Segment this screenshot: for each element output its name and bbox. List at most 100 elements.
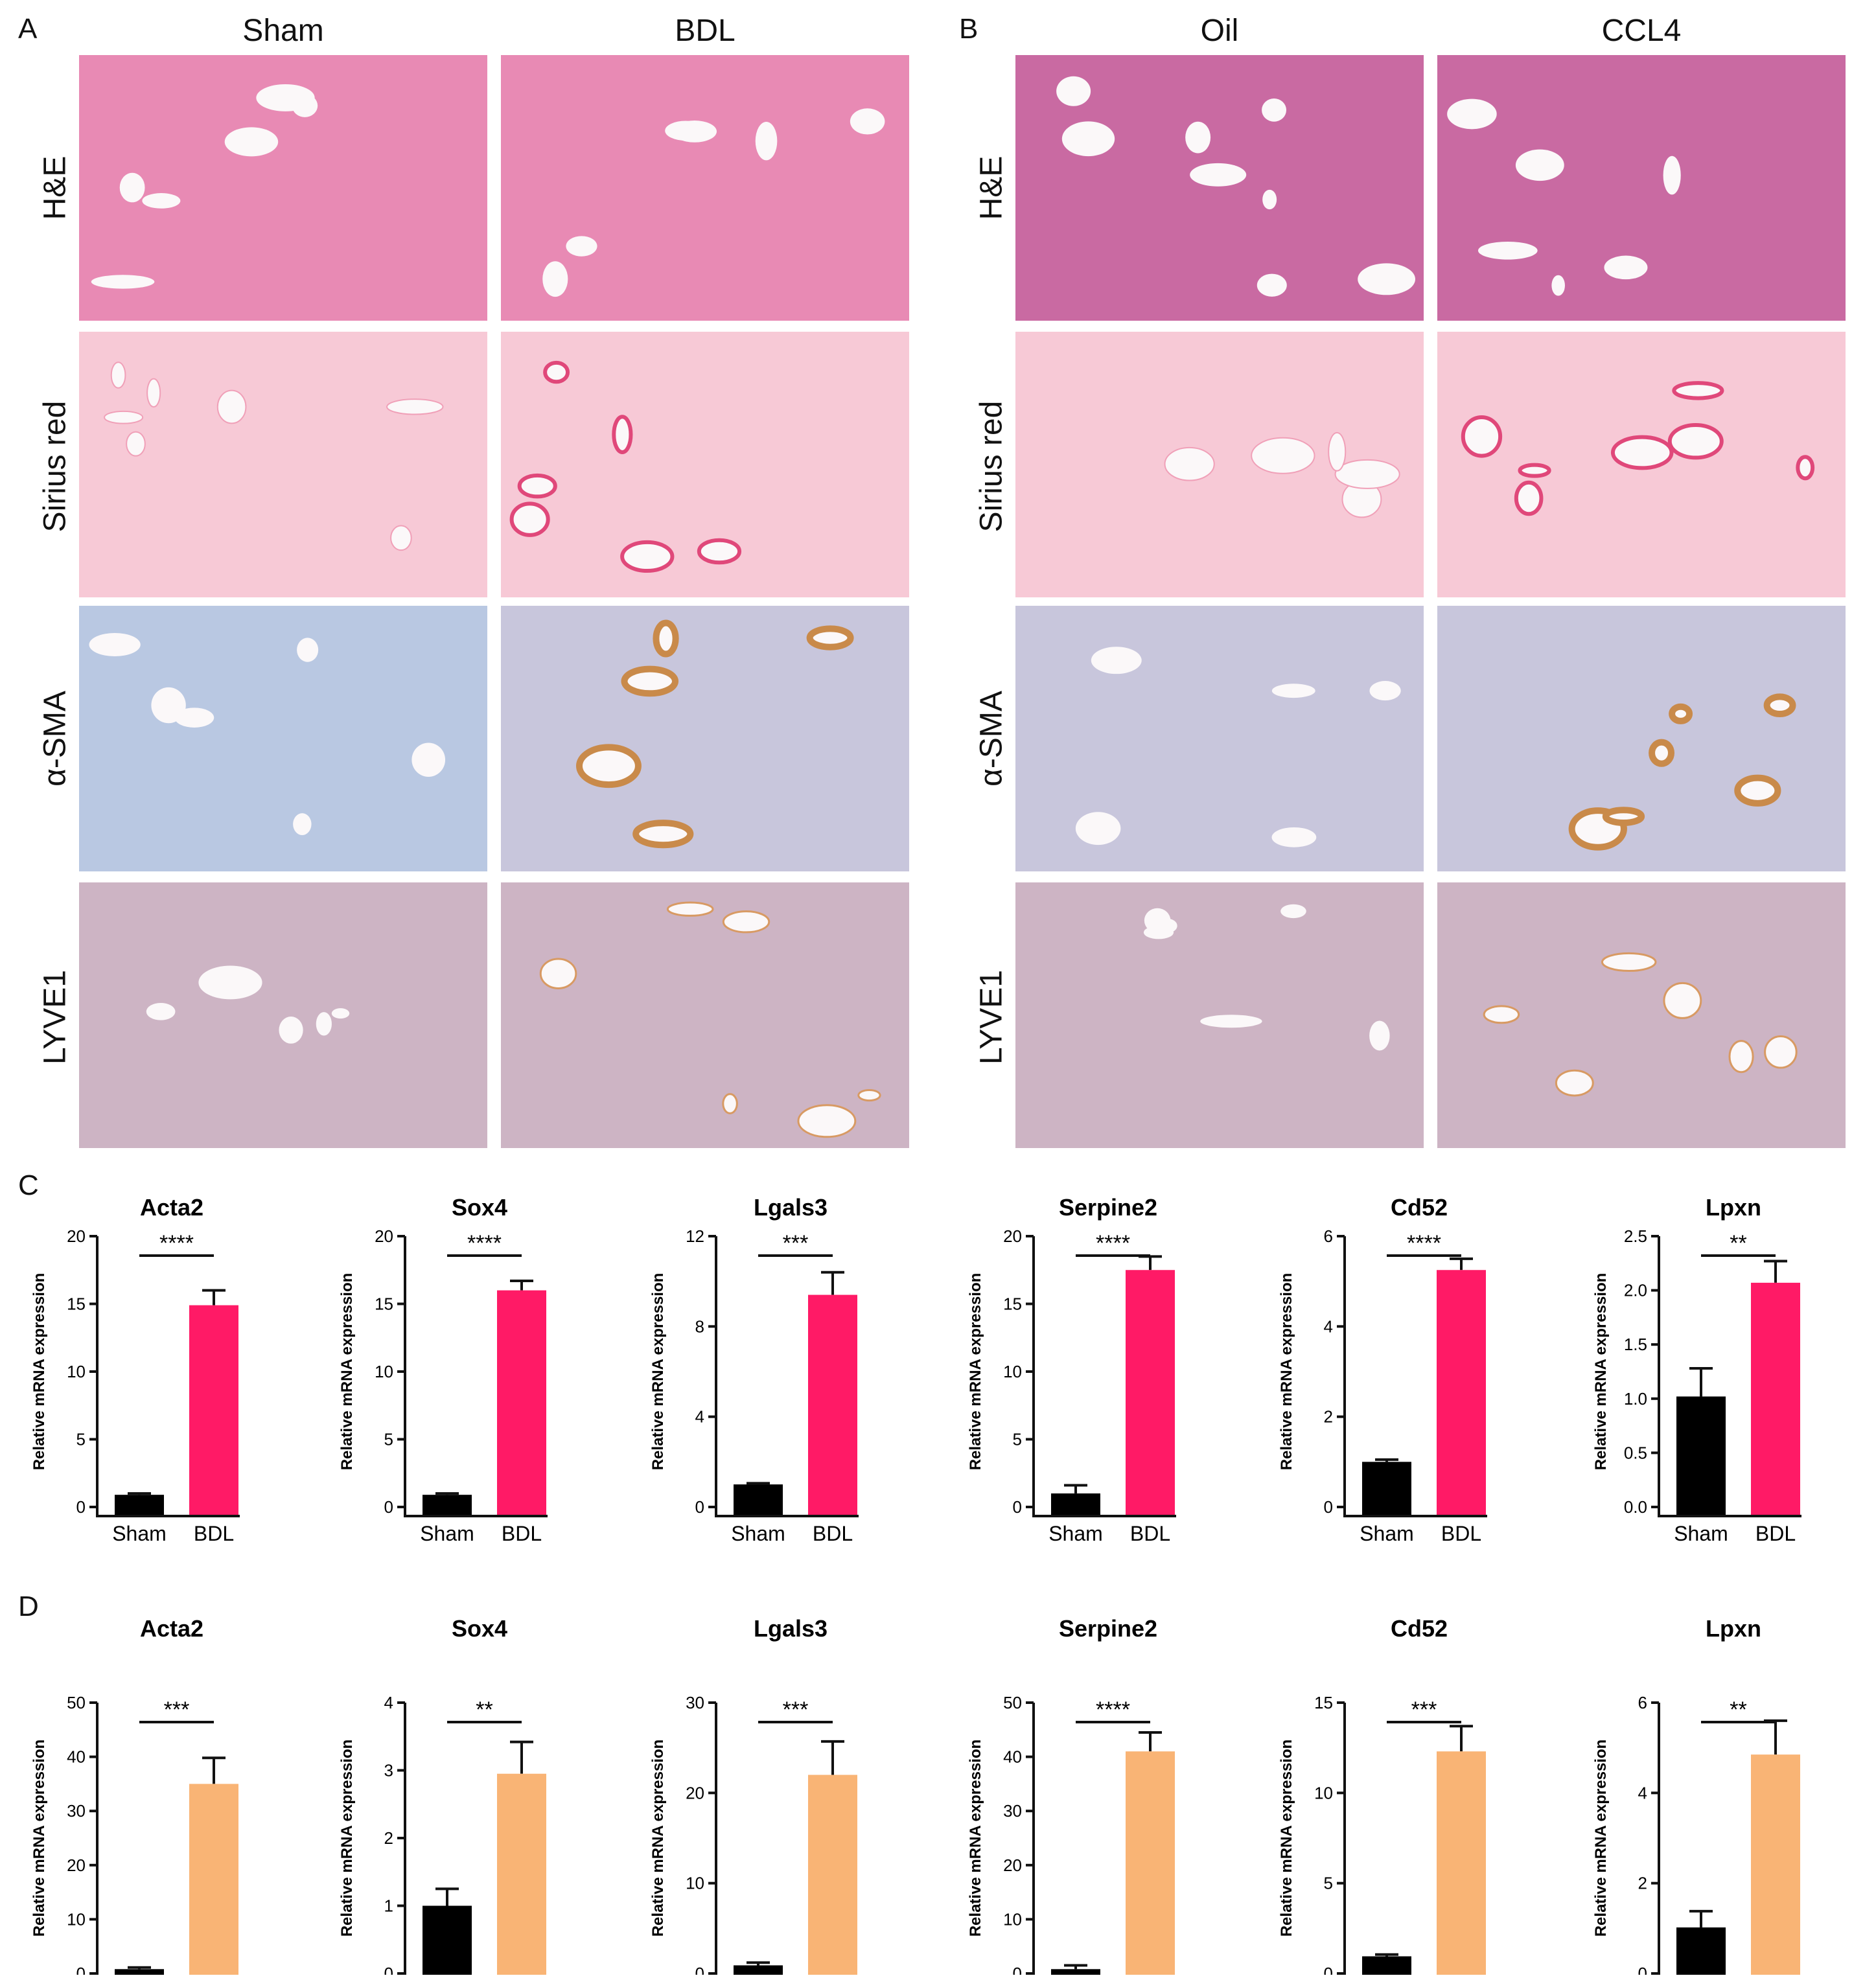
bar-ccl4 [808,1775,857,1978]
significance-stars: ** [1730,1697,1746,1722]
bar-oil [423,1905,472,1978]
panel-letter-c: C [18,1169,39,1201]
x-tick-label: Sham [731,1522,785,1545]
y-tick-label: 2 [1638,1874,1647,1893]
chart-title: Serpine2 [1059,1615,1157,1642]
significance-stars: *** [783,1697,809,1722]
y-tick-label: 40 [1003,1747,1022,1767]
micrograph-he-sham [79,55,487,321]
x-tick-label: Sham [420,1522,474,1545]
chart-title: Serpine2 [1059,1194,1157,1221]
y-tick-label: 4 [1638,1783,1647,1802]
y-tick-label: 0 [1013,1964,1022,1975]
column-label-sham: Sham [242,14,324,48]
y-tick-label: 5 [1324,1874,1333,1893]
y-axis-label: Relative mRNA expression [1278,1273,1295,1471]
y-tick-label: 10 [1314,1783,1333,1802]
x-tick-label: BDL [1755,1522,1796,1545]
bar-sham [1051,1493,1100,1515]
micrograph-sirius-red-bdl [501,332,909,597]
bar-bdl [497,1290,546,1515]
bar-bdl [189,1305,238,1515]
y-tick-label: 30 [67,1801,86,1821]
bar-bdl [1437,1270,1486,1515]
y-tick-label: 50 [1003,1693,1022,1712]
y-tick-label: 1 [384,1896,393,1916]
panel-letter-d: D [18,1591,39,1622]
micrograph-lyve1-oil [1015,882,1424,1148]
column-label-bdl: BDL [675,14,735,48]
bar-bdl [1126,1270,1175,1515]
y-tick-label: 4 [384,1693,393,1712]
micrograph-sirius-red-ccl4 [1437,332,1846,597]
significance-stars: ** [1730,1231,1746,1256]
bar-oil [1676,1927,1726,1978]
micrograph-sma-ccl4 [1437,606,1846,871]
y-tick-label: 4 [695,1407,704,1427]
y-tick-label: 40 [67,1747,86,1767]
y-tick-label: 0 [695,1497,704,1517]
x-tick-label: Sham [1674,1522,1728,1545]
x-tick-label: BDL [1441,1522,1481,1545]
bar-chart-c-serpine2: Serpine2 Relative mRNA expression 0 5 10 15 20… [962,1191,1183,1554]
y-tick-label: 2.0 [1624,1281,1647,1300]
panel-letter-a: A [18,13,38,45]
bar-chart-c-acta2: Acta2 Relative mRNA expression 0 5 10 15 20 Sha… [26,1191,246,1554]
bar-sham [1362,1462,1411,1515]
significance-stars: *** [783,1231,809,1256]
bar-sham [734,1484,783,1515]
x-tick-label: BDL [1130,1522,1170,1545]
chart-title: Lgals3 [754,1615,828,1642]
bar-chart-d-serpine2: Serpine2 Relative mRNA expression 0 10 20 30 4… [962,1612,1176,1978]
x-tick-label: BDL [502,1522,542,1545]
y-tick-label: 1.5 [1624,1335,1647,1354]
bar-chart-d-acta2: Acta2 Relative mRNA expression 0 10 20 30 40 50… [26,1612,240,1978]
y-tick-label: 10 [686,1874,704,1893]
y-tick-label: 5 [1013,1430,1022,1449]
bar-ccl4 [497,1773,546,1978]
x-tick-label: Sham [112,1522,167,1545]
micrograph-sirius-red-oil [1015,332,1424,597]
y-tick-label: 20 [686,1783,704,1802]
chart-title: Cd52 [1391,1194,1448,1221]
y-axis-label: Relative mRNA expression [649,1740,667,1937]
y-tick-label: 2.5 [1624,1226,1647,1246]
micrograph-he-oil [1015,55,1424,321]
bar-ccl4 [1751,1754,1800,1978]
x-tick-label: Sham [1360,1522,1414,1545]
significance-stars: *** [164,1697,190,1722]
y-tick-label: 0 [695,1964,704,1975]
y-tick-label: 8 [695,1317,704,1336]
bar-ccl4 [189,1784,238,1978]
y-tick-label: 6 [1638,1693,1647,1712]
micrograph-lyve1-bdl [501,882,909,1148]
y-tick-label: 5 [384,1430,393,1449]
row-label-he-a: H&E [38,155,73,220]
chart-title: Sox4 [452,1615,507,1642]
column-label-oil: Oil [1200,14,1239,48]
y-tick-label: 0 [76,1497,86,1517]
y-tick-label: 3 [384,1761,393,1780]
bar-chart-c-sox4: Sox4 Relative mRNA expression 0 5 10 15 20 Sham… [334,1191,554,1554]
significance-stars: **** [159,1231,194,1256]
y-tick-label: 0 [384,1964,393,1975]
y-axis-label: Relative mRNA expression [1592,1740,1610,1937]
y-tick-label: 12 [686,1226,704,1246]
x-tick-label: BDL [813,1522,853,1545]
y-tick-label: 0.0 [1624,1497,1647,1517]
significance-stars: **** [1096,1697,1130,1722]
bar-chart-c-lgals3: Lgals3 Relative mRNA expression 0 4 8 12 Sham B… [645,1191,865,1554]
chart-title: Cd52 [1391,1615,1448,1642]
panel-letter-b: B [959,13,979,45]
significance-stars: **** [467,1231,502,1256]
bar-sham [1676,1396,1726,1515]
chart-title: Acta2 [140,1615,203,1642]
y-tick-label: 0 [1013,1497,1022,1517]
y-tick-label: 30 [1003,1801,1022,1821]
micrograph-he-ccl4 [1437,55,1846,321]
y-axis-label: Relative mRNA expression [1278,1740,1295,1937]
y-tick-label: 20 [1003,1226,1022,1246]
y-tick-label: 30 [686,1693,704,1712]
